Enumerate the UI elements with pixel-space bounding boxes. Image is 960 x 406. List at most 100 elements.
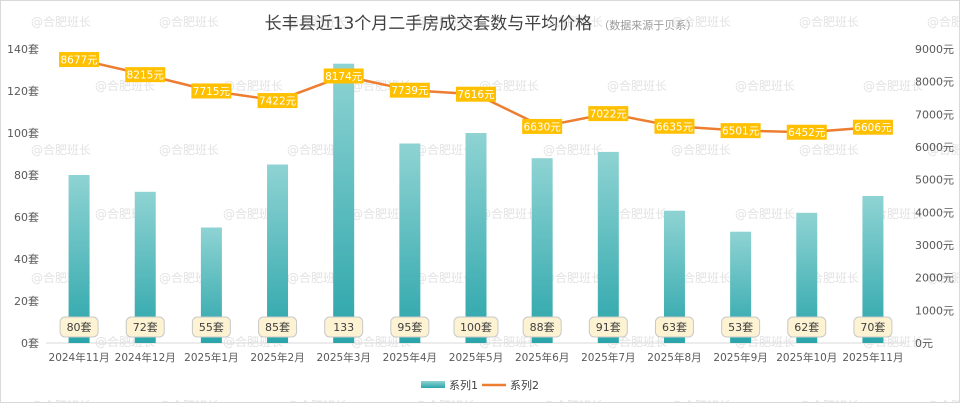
line-label-box <box>522 118 563 134</box>
bar <box>333 63 355 343</box>
y-right-tick-label: 4000元 <box>915 206 954 219</box>
watermark-text: @合肥班长 <box>799 142 859 157</box>
watermark-text: @合肥班长 <box>223 78 283 93</box>
watermark-text: @合肥班长 <box>415 14 475 29</box>
bar-label-box <box>588 316 628 338</box>
watermark-text: @合肥班长 <box>543 398 603 402</box>
watermark-text: @合肥班长 <box>351 206 411 221</box>
bar-data-label: 55套 <box>199 321 224 334</box>
line-label-box <box>720 123 761 139</box>
watermark-text: @合肥班长 <box>543 142 603 157</box>
y-right-tick-label: 9000元 <box>915 43 954 56</box>
legend: 系列1 系列2 <box>421 378 539 392</box>
x-tick-label: 2025年6月 <box>515 351 569 364</box>
bar-label-box <box>125 316 165 338</box>
line-data-label: 6452元 <box>788 127 826 139</box>
watermark-text: @合肥班长 <box>31 398 91 402</box>
line-data-label: 7422元 <box>259 96 297 108</box>
x-tick-label: 2025年5月 <box>449 351 503 364</box>
watermark-text: @合肥班长 <box>287 270 347 285</box>
legend-swatch-bar <box>421 381 445 388</box>
bar-data-label: 100套 <box>460 321 492 334</box>
watermark-text: @合肥班长 <box>863 78 923 93</box>
watermark-text: @合肥班长 <box>735 78 795 93</box>
chart-subtitle: （数据来源于贝系） <box>598 19 698 32</box>
line-label-box <box>588 106 629 122</box>
bar <box>796 212 818 343</box>
bar <box>134 191 156 343</box>
bar-data-label: 95套 <box>397 321 422 334</box>
line-data-label: 8174元 <box>325 71 363 83</box>
bar-label-box <box>59 316 99 338</box>
line-data-label: 6606元 <box>854 122 892 134</box>
y-right-tick-label: 8000元 <box>915 76 954 89</box>
x-tick-label: 2025年1月 <box>184 351 238 364</box>
bar-data-label: 133 <box>333 321 354 334</box>
watermark-text: @合肥班长 <box>479 206 539 221</box>
watermark-text: @合肥班长 <box>927 14 959 29</box>
watermark-text: @合肥班长 <box>415 398 475 402</box>
bar-label-box <box>390 316 430 338</box>
y-right-tick-label: 1000元 <box>915 304 954 317</box>
line-data-label: 6501元 <box>722 126 760 138</box>
bar-data-label: 53套 <box>728 321 753 334</box>
y-axis-left: 0套 20套 40套 60套 80套 100套 120套 140套 <box>7 43 39 350</box>
y-right-tick-label: 6000元 <box>915 141 954 154</box>
line-label-box <box>257 93 298 109</box>
y-left-tick-label: 140套 <box>7 43 39 56</box>
watermark-text: @合肥班长 <box>287 398 347 402</box>
y-left-tick-label: 100套 <box>7 127 39 140</box>
watermark-text: @合肥班长 <box>927 398 959 402</box>
line-label-box <box>852 119 893 135</box>
watermark-text: @合肥班长 <box>415 142 475 157</box>
watermark-text: @合肥班长 <box>671 398 731 402</box>
line-label-box <box>389 82 430 98</box>
bar <box>68 175 90 343</box>
bar-data-label: 80套 <box>67 321 92 334</box>
watermark-text: @合肥班长 <box>287 14 347 29</box>
x-tick-label: 2025年11月 <box>842 351 903 364</box>
watermark-text: @合肥班长 <box>31 142 91 157</box>
watermark-text: @合肥班长 <box>287 142 347 157</box>
x-tick-label: 2025年2月 <box>250 351 304 364</box>
line-data-label: 8677元 <box>60 55 98 67</box>
watermark-text: @合肥班长 <box>799 398 859 402</box>
line-label-box <box>786 124 827 140</box>
line-data-label: 7022元 <box>590 109 628 121</box>
watermark-text: @合肥班长 <box>671 14 731 29</box>
x-tick-label: 2025年10月 <box>776 351 837 364</box>
watermark-text: @合肥班长 <box>479 334 539 349</box>
bar-label-box <box>853 316 893 338</box>
y-right-tick-label: 2000元 <box>915 272 954 285</box>
bar-label-box <box>258 316 298 338</box>
y-left-tick-label: 120套 <box>7 85 39 98</box>
watermark-text: @合肥班长 <box>351 334 411 349</box>
bar-label-box <box>787 316 827 338</box>
x-tick-label: 2025年4月 <box>383 351 437 364</box>
watermark-text: @合肥班长 <box>799 14 859 29</box>
line-data-label: 6635元 <box>656 121 694 133</box>
line-data-label: 6630元 <box>524 121 562 133</box>
watermark-text: @合肥班长 <box>159 14 219 29</box>
bar <box>663 210 685 343</box>
line-label-box <box>191 83 232 99</box>
watermark-text: @合肥班长 <box>927 270 959 285</box>
y-right-tick-label: 3000元 <box>915 239 954 252</box>
y-left-tick-label: 20套 <box>14 295 39 308</box>
line-labels: 8677元 8215元 7715元 7422元 8174元 7739元 7616元 6630元… <box>59 52 893 140</box>
line-label-box <box>654 118 695 134</box>
bar-data-label: 63套 <box>662 321 687 334</box>
y-right-tick-label: 0元 <box>915 337 933 350</box>
bar-labels: 80套 72套 55套 85套 133 95套 100套 88套 91套 63套 53套 62套 70套 <box>59 316 893 338</box>
line-data-label: 7739元 <box>391 85 429 97</box>
watermark-text: @合肥班长 <box>735 206 795 221</box>
line-label-box <box>456 86 496 102</box>
watermark-layer: @合肥班长 @合肥班长 @合肥班长 @合肥班长 @合肥班长 @合肥班长 @合肥班长 @合肥班长… <box>31 14 960 406</box>
x-tick-label: 2025年7月 <box>581 351 635 364</box>
y-right-tick-label: 7000元 <box>915 108 954 121</box>
watermark-text: @合肥班长 <box>31 14 91 29</box>
watermark-text: @合肥班长 <box>543 14 603 29</box>
y-left-tick-label: 80套 <box>14 169 39 182</box>
